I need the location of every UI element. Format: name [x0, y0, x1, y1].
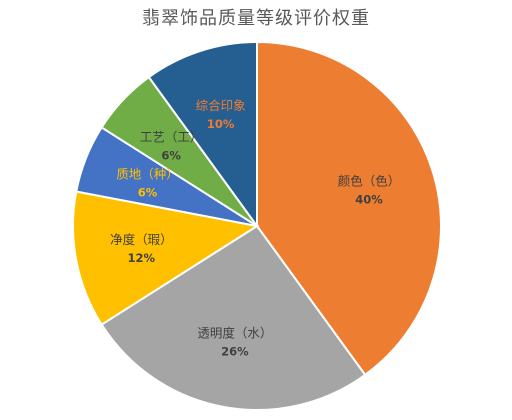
chart-title: 翡翠饰品质量等级评价权重	[142, 8, 370, 29]
slice-value-4: 6%	[161, 148, 181, 162]
slice-value-1: 26%	[221, 345, 249, 359]
slice-label-1: 透明度（水）	[197, 326, 272, 341]
pie-slice-0	[256, 40, 442, 377]
slice-label-3: 质地（种）	[116, 167, 179, 182]
slice-label-4: 工艺（工）	[140, 129, 203, 144]
slice-value-2: 12%	[128, 251, 156, 265]
slice-label-5: 综合印象	[196, 98, 246, 113]
pie-slice-1	[100, 224, 367, 411]
slice-label-0: 颜色（色）	[338, 174, 401, 189]
slice-value-5: 10%	[207, 117, 235, 131]
pie-slice-5	[147, 40, 258, 230]
slice-value-0: 40%	[355, 193, 383, 207]
pie-slice-2	[72, 190, 260, 326]
slice-value-3: 6%	[138, 186, 158, 200]
slice-label-2: 净度（瑕）	[110, 232, 173, 247]
